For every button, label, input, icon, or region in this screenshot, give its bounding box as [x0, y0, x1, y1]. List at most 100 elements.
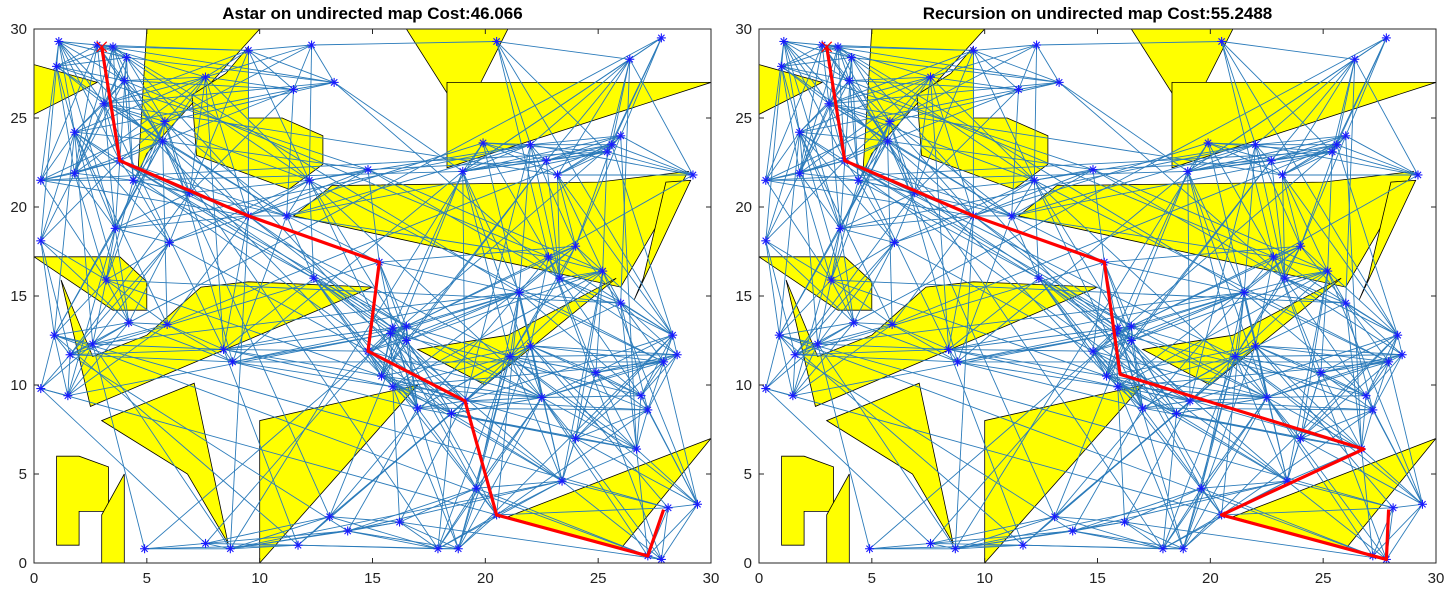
roadmap-edge	[1124, 521, 1387, 560]
roadmap-edge	[96, 44, 439, 550]
roadmap-edge	[1271, 144, 1337, 162]
roadmap-node	[65, 350, 75, 360]
roadmap-edge	[817, 343, 949, 350]
roadmap-edge	[548, 256, 597, 373]
roadmap-edge	[557, 135, 621, 176]
roadmap-edge	[205, 542, 231, 550]
roadmap-edge	[464, 397, 542, 402]
roadmap-node	[1014, 85, 1024, 95]
roadmap-edge	[347, 487, 477, 532]
roadmap-edge	[765, 388, 931, 544]
roadmap-edge	[509, 245, 576, 357]
roadmap-edge	[948, 327, 1118, 350]
roadmap-edge	[114, 160, 121, 229]
roadmap-edge	[561, 271, 604, 482]
roadmap-edge	[74, 103, 105, 133]
roadmap-edge	[482, 142, 558, 176]
roadmap-edge	[451, 413, 576, 439]
roadmap-edge	[67, 228, 116, 396]
roadmap-edge	[858, 179, 1040, 279]
roadmap-node	[401, 336, 411, 345]
roadmap-edge	[1255, 345, 1394, 509]
roadmap-edge	[557, 174, 604, 272]
roadmap-edge	[462, 171, 520, 293]
roadmap-edge	[229, 215, 249, 549]
roadmap-edge	[781, 66, 830, 105]
roadmap-edge	[286, 151, 608, 217]
roadmap-edge	[839, 228, 855, 323]
roadmap-edge	[1282, 174, 1286, 279]
roadmap-edge	[889, 121, 959, 363]
roadmap-node	[110, 223, 120, 233]
roadmap-edge	[1092, 325, 1132, 352]
roadmap-edge	[1332, 151, 1419, 176]
roadmap-edge	[828, 103, 891, 123]
roadmap-edge	[647, 555, 662, 560]
roadmap-edge	[1207, 142, 1283, 176]
roadmap-edge	[530, 345, 543, 398]
roadmap-node	[164, 238, 174, 248]
roadmap-edge	[844, 160, 1040, 279]
roadmap-node	[128, 175, 138, 185]
roadmap-edge	[464, 334, 673, 402]
roadmap-edge	[92, 343, 224, 350]
roadmap-edge	[103, 103, 166, 123]
roadmap-edge	[1327, 270, 1423, 505]
roadmap-edge	[169, 242, 369, 352]
roadmap-edge	[1266, 372, 1322, 398]
roadmap-edge	[74, 132, 168, 325]
roadmap-edge	[205, 77, 225, 350]
roadmap-node	[525, 341, 535, 351]
roadmap-edge	[308, 180, 315, 279]
roadmap-edge	[530, 345, 642, 397]
roadmap-edge	[232, 361, 418, 409]
roadmap-edge	[92, 279, 107, 345]
roadmap-edge	[530, 144, 558, 176]
start-marker	[96, 41, 108, 53]
roadmap-node	[124, 318, 134, 328]
roadmap-edge	[1266, 397, 1301, 439]
roadmap-edge	[1336, 37, 1387, 145]
roadmap-node	[289, 85, 299, 95]
roadmap-edge	[557, 174, 577, 247]
roadmap-edge	[223, 327, 393, 350]
roadmap-node	[926, 538, 936, 548]
roadmap-edge	[1131, 291, 1245, 341]
roadmap-node	[1183, 166, 1193, 176]
roadmap-edge	[602, 270, 673, 336]
roadmap-node	[1185, 396, 1195, 406]
roadmap-node	[401, 321, 411, 331]
roadmap-edge	[930, 44, 1037, 78]
roadmap-edge	[1354, 59, 1419, 176]
obstacle-13	[826, 473, 850, 563]
roadmap-edge	[893, 192, 916, 243]
roadmap-edge	[1234, 356, 1423, 505]
roadmap-edge	[223, 277, 315, 350]
roadmap-edge	[1300, 438, 1423, 505]
roadmap-edge	[783, 41, 830, 105]
roadmap-node	[826, 275, 836, 285]
roadmap-edge	[392, 386, 401, 523]
roadmap-edge	[545, 160, 561, 279]
roadmap-node	[343, 526, 353, 536]
roadmap-edge	[849, 76, 931, 82]
roadmap-node	[883, 136, 893, 146]
roadmap-edge	[1266, 361, 1389, 398]
x-tick-label: 30	[1428, 570, 1445, 587]
roadmap-edge	[891, 324, 958, 363]
roadmap-edge	[105, 180, 134, 281]
roadmap-edge	[1282, 174, 1302, 247]
roadmap-edge	[1243, 144, 1256, 293]
roadmap-edge	[887, 140, 916, 194]
roadmap-edge	[620, 135, 637, 450]
roadmap-node	[1384, 357, 1394, 367]
roadmap-edge	[828, 103, 841, 229]
roadmap-edge	[309, 179, 664, 363]
roadmap-edge	[1255, 345, 1322, 373]
roadmap-edge	[1187, 144, 1337, 172]
roadmap-edge	[887, 89, 1019, 142]
roadmap-edge	[844, 140, 888, 162]
roadmap-edge	[575, 361, 664, 439]
roadmap-node	[950, 544, 960, 554]
roadmap-edge	[40, 335, 55, 389]
